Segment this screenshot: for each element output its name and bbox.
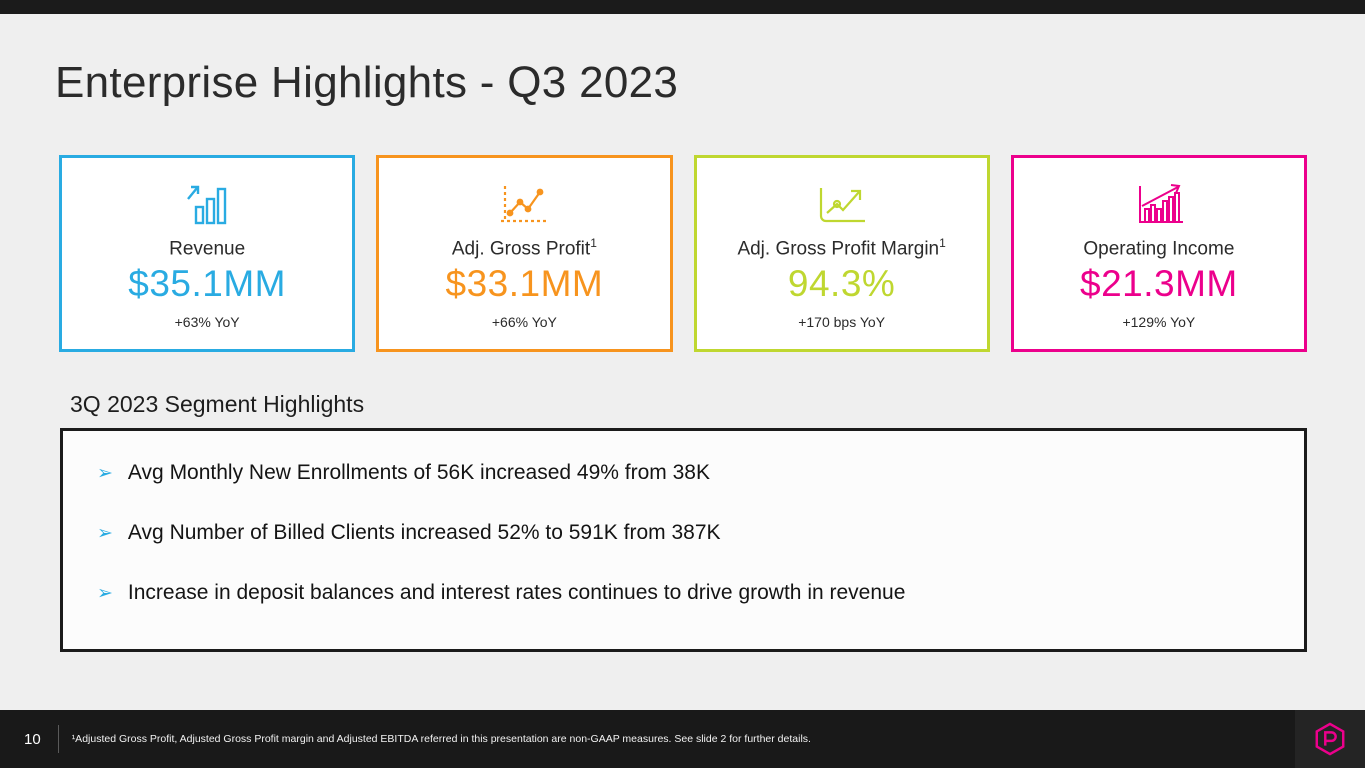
- trend-line-up-icon: [814, 178, 870, 228]
- metric-card-revenue: Revenue $35.1MM +63% YoY: [59, 155, 356, 352]
- segment-highlights-heading: 3Q 2023 Segment Highlights: [70, 391, 365, 417]
- footer-divider: [57, 725, 59, 753]
- bullet-text: Avg Monthly New Enrollments of 56K incre…: [127, 461, 710, 484]
- highlights-box: ➢ Avg Monthly New Enrollments of 56K inc…: [60, 428, 1307, 652]
- slide-title: Enterprise Highlights - Q3 2023: [55, 58, 679, 107]
- metric-card-operating-income: Operating Income $21.3MM +129% YoY: [1010, 155, 1307, 352]
- metric-label: Adj. Gross Profit1: [452, 236, 597, 260]
- metric-label: Adj. Gross Profit Margin1: [737, 236, 945, 260]
- bullet-item: ➢ Increase in deposit balances and inter…: [97, 581, 1270, 605]
- metric-value: $21.3MM: [1080, 263, 1238, 305]
- bullet-text: Increase in deposit balances and interes…: [127, 581, 906, 604]
- metric-label: Operating Income: [1083, 236, 1234, 260]
- bullet-item: ➢ Avg Monthly New Enrollments of 56K inc…: [97, 461, 1270, 485]
- footer-bar: 10 ¹Adjusted Gross Profit, Adjusted Gros…: [0, 710, 1365, 768]
- logo-block: [1295, 710, 1365, 768]
- bar-chart-rising-icon: [181, 178, 233, 228]
- dot-line-chart-icon: [496, 178, 552, 228]
- metric-delta: +63% YoY: [174, 314, 240, 331]
- metric-delta: +66% YoY: [491, 314, 557, 331]
- metric-label-text: Adj. Gross Profit: [451, 238, 591, 260]
- top-accent-bar: [0, 0, 1365, 14]
- metric-card-adj-gross-profit-margin: Adj. Gross Profit Margin1 94.3% +170 bps…: [693, 155, 990, 352]
- histogram-rising-icon: [1131, 178, 1187, 228]
- metric-label-sup: 1: [939, 236, 946, 250]
- arrow-bullet-icon: ➢: [97, 463, 113, 484]
- metric-label-text: Operating Income: [1083, 238, 1235, 260]
- footnote: ¹Adjusted Gross Profit, Adjusted Gross P…: [71, 733, 811, 745]
- bullet-text: Avg Number of Billed Clients increased 5…: [127, 521, 721, 544]
- metric-value: $35.1MM: [128, 263, 286, 305]
- bullet-item: ➢ Avg Number of Billed Clients increased…: [97, 521, 1270, 545]
- arrow-bullet-icon: ➢: [97, 583, 113, 604]
- company-logo-icon: [1315, 722, 1345, 756]
- metric-value: 94.3%: [787, 263, 896, 305]
- arrow-bullet-icon: ➢: [97, 523, 113, 544]
- page-number: 10: [24, 730, 41, 748]
- metric-cards-row: Revenue $35.1MM +63% YoY Adj. Gross Prof…: [59, 155, 1307, 352]
- metric-value: $33.1MM: [445, 263, 604, 305]
- metric-label-text: Adj. Gross Profit Margin: [737, 238, 940, 260]
- metric-delta: +129% YoY: [1122, 314, 1196, 331]
- metric-delta: +170 bps YoY: [798, 314, 886, 331]
- metric-label-sup: 1: [590, 236, 597, 250]
- metric-label: Revenue: [169, 236, 245, 260]
- metric-card-adj-gross-profit: Adj. Gross Profit1 $33.1MM +66% YoY: [376, 155, 673, 352]
- metric-label-text: Revenue: [169, 238, 246, 260]
